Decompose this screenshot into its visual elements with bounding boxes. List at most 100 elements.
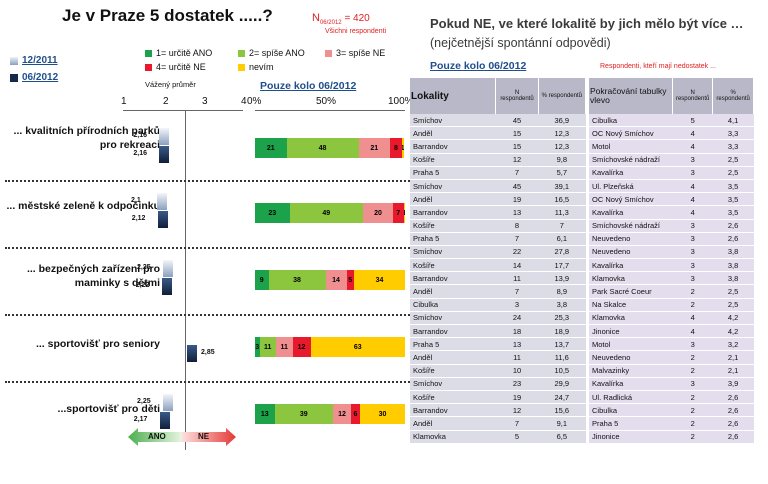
table-cell: 25,3 [538, 311, 586, 326]
table-row: Neuvedeno 2 2,1 [589, 350, 754, 365]
table-cell: Motol [589, 337, 673, 352]
table-cell: 7 [495, 284, 539, 299]
avg-bar [157, 193, 167, 210]
table-cell: 11,6 [538, 350, 586, 365]
table-cell: 2 [672, 416, 713, 431]
table-cell: Košíře [410, 219, 496, 233]
table-cell: 4 [672, 139, 713, 154]
table-row: Ul. Plzeňská 4 3,5 [589, 179, 754, 194]
category-label: ... městské zeleně k odpočinku [6, 200, 160, 212]
table-cell: OC Nový Smíchov [589, 192, 673, 207]
table-cell: 2,1 [712, 350, 754, 365]
table-row: OC Nový Smíchov 4 3,5 [589, 192, 754, 207]
table-cell: 3 [672, 271, 713, 286]
table-row: Košíře 12 9,8 [410, 153, 586, 167]
table-cell: Kavalírka [589, 166, 673, 180]
table-cell: 2,1 [712, 364, 754, 378]
wave-swatch-2011 [10, 56, 18, 65]
stack-segment: 3 [255, 337, 260, 357]
table-cell: 11 [495, 271, 539, 286]
legend-swatch [238, 49, 245, 57]
table-cell: Smíchovské nádraží [589, 153, 673, 167]
table-cell: 2,5 [712, 153, 754, 167]
right-header-locality: Pokračování tabulky vlevo [589, 78, 674, 114]
wave-label-2011: 12/2011 [22, 55, 58, 66]
stack-segment: 8 [390, 138, 402, 158]
right-title: Pokud NE, ve které lokalitě by jich mělo… [430, 16, 744, 31]
avg-tick: 4 [241, 96, 247, 107]
category-label: ... kvalitních přírodních parků pro rekr… [13, 125, 160, 151]
legend-swatch [238, 63, 245, 71]
legend-item: nevím [238, 62, 274, 72]
right-link[interactable]: Pouze kolo 06/2012 [430, 60, 527, 72]
table-row: Kavalírka 3 2,5 [589, 166, 754, 180]
table-row: Košíře 19 24,7 [410, 390, 586, 405]
table-cell: 8,9 [538, 284, 586, 299]
table-row: Anděl 19 16,5 [410, 192, 586, 207]
stack-segment: 6 [351, 404, 360, 424]
table-row: Praha 5 7 6,1 [410, 232, 586, 246]
row-separator [5, 180, 410, 182]
table-cell: Neuvedeno [589, 245, 673, 260]
table-cell: Klamovka [589, 311, 673, 326]
wave-legend-2012: 06/2012 [10, 72, 58, 83]
table-cell: Smíchov [410, 377, 496, 391]
table-cell: 10 [495, 364, 539, 378]
table-cell: 7 [495, 416, 539, 431]
sample-note: Všichni respondenti [325, 28, 387, 35]
avg-value-label: 2,17 [133, 416, 148, 423]
table-cell: 3 [672, 377, 713, 391]
table-row: Jinonice 4 4,2 [589, 324, 754, 339]
table-cell: Jinonice [589, 324, 673, 339]
avg-value-label: 2,16 [133, 150, 148, 157]
table-row: Smíchovské nádraží 3 2,5 [589, 153, 754, 167]
table-cell: 24,7 [538, 390, 586, 405]
table-cell: 16,5 [538, 192, 586, 207]
table-row: Smíchov 24 25,3 [410, 311, 586, 326]
table-cell: 2,6 [712, 403, 754, 418]
table-row: Klamovka 3 3,8 [589, 271, 754, 286]
right-header-pct: % respondentů [712, 78, 754, 114]
table-cell: Barrandov [410, 205, 496, 220]
table-cell: 4,1 [712, 114, 754, 128]
table-row: Smíchov 45 36,9 [410, 114, 586, 128]
table-row: Barrandov 18 18,9 [410, 324, 586, 339]
table-cell: 3 [672, 258, 713, 273]
table-row: Klamovka 5 6,5 [410, 430, 586, 444]
table-cell: 2,6 [712, 430, 754, 444]
avg-bar [163, 394, 173, 411]
stack-segment: 14 [325, 270, 347, 290]
table-cell: 6,5 [538, 430, 586, 444]
right-table: Pokračování tabulky vlevo N respondentů … [589, 78, 754, 444]
table-cell: OC Nový Smíchov [589, 126, 673, 141]
left-header-n: N respondentů [495, 78, 539, 114]
table-cell: Malvazinky [589, 364, 673, 378]
table-cell: 36,9 [538, 114, 586, 128]
table-cell: 19 [495, 390, 539, 405]
table-cell: 4 [672, 205, 713, 220]
table-row: Barrandov 12 15,6 [410, 403, 586, 418]
table-row: Anděl 11 11,6 [410, 350, 586, 365]
stack-segment: 34 [354, 270, 405, 290]
avg-axis-title: Vážený průměr [145, 80, 196, 89]
avg-value-label: 2,85 [201, 349, 215, 356]
table-row: Anděl 7 8,9 [410, 284, 586, 299]
table-cell: 4 [672, 126, 713, 141]
arrow-yes-label: ANO [148, 432, 166, 441]
table-cell: Praha 5 [410, 166, 496, 180]
table-row: Smíchov 22 27,8 [410, 245, 586, 260]
stack-segment: 12 [333, 404, 351, 424]
table-cell: 3 [495, 298, 539, 312]
table-cell: 3,3 [712, 126, 754, 141]
table-cell: 3 [672, 153, 713, 167]
table-cell: Ul. Radlická [589, 390, 673, 405]
right-note: Respondenti, kteří mají nedostatek ... [600, 63, 716, 70]
avg-bar [161, 278, 172, 295]
table-row: Cibulka 3 3,8 [410, 298, 586, 312]
stack-segment: 5 [346, 270, 354, 290]
stack-segment: 38 [268, 270, 326, 290]
legend-item: 3= spíše NE [325, 48, 385, 58]
table-cell: Kavalírka [589, 377, 673, 391]
table-cell: 9,1 [538, 416, 586, 431]
table-row: Košíře 14 17,7 [410, 258, 586, 273]
